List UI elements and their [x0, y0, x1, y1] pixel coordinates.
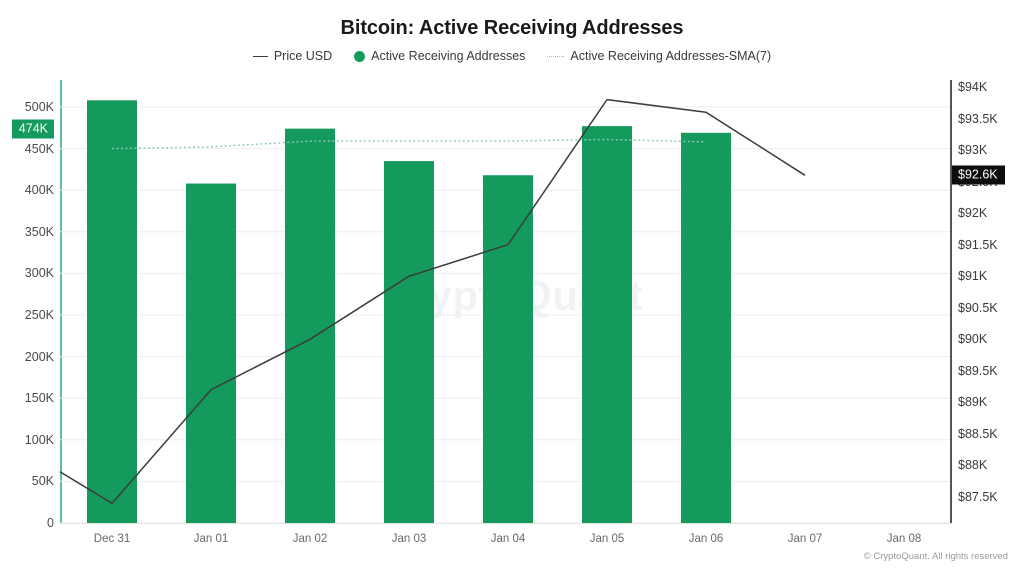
left-axis-tick: 350K — [24, 224, 54, 239]
chart-legend: Price USD Active Receiving Addresses Act… — [0, 49, 1024, 63]
plot-area — [59, 80, 950, 524]
legend-label-active-receiving-addresses: Active Receiving Addresses — [371, 49, 526, 63]
left-axis-tick: 0 — [47, 516, 54, 530]
legend-label-active-receiving-addresses-sma7: Active Receiving Addresses-SMA(7) — [570, 49, 772, 63]
x-axis-tick: Jan 06 — [688, 533, 724, 545]
right-axis-tick: $93.5K — [958, 111, 998, 126]
sma-line[interactable] — [111, 138, 707, 150]
right-axis-tick: $90K — [958, 332, 988, 347]
circle-marker-icon — [354, 50, 366, 62]
right-axis-spine — [950, 80, 952, 523]
bar[interactable] — [681, 132, 731, 523]
legend-item-active-receiving-addresses[interactable]: Active Receiving Addresses — [354, 49, 525, 63]
bar[interactable] — [87, 100, 137, 524]
x-axis-tick: Jan 05 — [589, 533, 625, 545]
left-axis-tick: 450K — [24, 141, 54, 156]
right-axis-labels: $87.5K $88K $88.5K $89K $89.5K $90K $90.5K $91K… — [952, 0, 1024, 576]
chart-title: Bitcoin: Active Receiving Addresses — [340, 17, 684, 39]
right-axis-tick: $88.5K — [958, 426, 998, 441]
left-axis-tick: 250K — [24, 308, 54, 322]
bottom-axis-spine — [60, 523, 951, 524]
bar[interactable] — [285, 128, 335, 523]
left-axis-tick: 300K — [24, 266, 54, 281]
x-axis-tick: Jan 02 — [292, 533, 328, 545]
left-axis-labels: 0 50K 100K 150K 200K 250K 300K 350K 400K 450K 500K… — [0, 0, 54, 576]
x-axis-tick: Jan 08 — [886, 533, 922, 545]
x-axis-tick: Dec 31 — [93, 533, 131, 545]
x-axis-tick: Jan 03 — [391, 533, 427, 545]
price-line[interactable] — [59, 98, 806, 505]
left-axis-value-badge: 474K — [11, 119, 54, 139]
bar[interactable] — [186, 183, 236, 523]
right-axis-tick: $89.5K — [958, 363, 998, 378]
right-axis-tick: $90.5K — [958, 300, 998, 315]
legend-item-active-receiving-addresses-sma7[interactable]: Active Receiving Addresses-SMA(7) — [547, 49, 771, 63]
legend-label-price-usd: Price USD — [273, 49, 333, 63]
left-axis-tick: 500K — [24, 100, 54, 114]
x-axis-tick: Jan 07 — [787, 533, 823, 545]
bar[interactable] — [582, 126, 632, 524]
sma-line-group — [111, 138, 707, 150]
right-axis-tick: $93K — [958, 143, 988, 158]
left-axis-tick: 50K — [31, 474, 54, 489]
x-axis-tick: Jan 01 — [193, 533, 229, 545]
bars-group — [87, 100, 731, 524]
x-axis-tick: Jan 04 — [490, 533, 526, 545]
left-axis-tick: 100K — [24, 432, 54, 447]
price-line-group — [59, 98, 806, 505]
right-axis-tick: $91.5K — [958, 237, 998, 252]
right-axis-tick: $91K — [958, 269, 988, 284]
plot-svg — [59, 98, 950, 524]
left-axis-spine — [60, 80, 62, 523]
line-marker-icon — [252, 55, 268, 57]
bar[interactable] — [483, 175, 533, 523]
left-axis-tick: 200K — [24, 349, 54, 364]
right-axis-tick: $88K — [958, 458, 988, 473]
right-axis-value-badge: $92.6K — [952, 165, 1005, 185]
left-axis-tick: 150K — [24, 391, 54, 406]
right-axis-tick: $87.5K — [958, 490, 998, 504]
dotted-line-marker-icon — [547, 55, 565, 57]
x-axis-labels: Dec 31 Jan 01 Jan 02 Jan 03 Jan 04 Jan 05 Jan … — [60, 533, 950, 553]
left-axis-tick: 400K — [24, 183, 54, 198]
footer-credit: © CryptoQuant. All rights reserved — [863, 551, 1008, 562]
bar[interactable] — [384, 161, 434, 523]
right-axis-tick: $94K — [958, 80, 988, 94]
right-axis-tick: $92K — [958, 206, 988, 221]
right-axis-tick: $89K — [958, 395, 988, 410]
legend-item-price-usd[interactable]: Price USD — [252, 49, 333, 63]
